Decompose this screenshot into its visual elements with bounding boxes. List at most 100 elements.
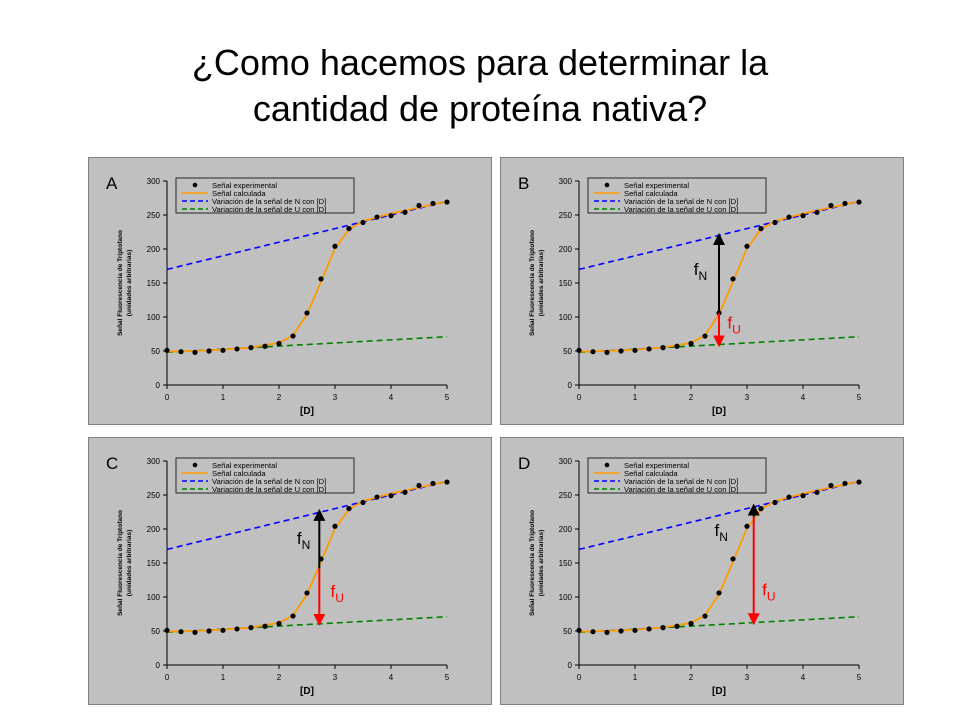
panel-letter: D bbox=[518, 454, 530, 473]
x-tick-label: 4 bbox=[389, 393, 394, 402]
x-tick-label: 4 bbox=[801, 393, 806, 402]
y-tick-label: 200 bbox=[147, 245, 161, 254]
label-subscript: U bbox=[767, 590, 776, 604]
panel-background bbox=[500, 437, 904, 705]
y-tick-label: 300 bbox=[559, 177, 573, 186]
data-point bbox=[604, 349, 610, 355]
data-point bbox=[618, 628, 624, 634]
data-point bbox=[332, 243, 338, 249]
data-point bbox=[192, 349, 198, 355]
data-point bbox=[828, 482, 834, 489]
y-tick-label: 0 bbox=[156, 381, 161, 390]
panel-background bbox=[88, 437, 492, 705]
x-tick-label: 5 bbox=[445, 673, 450, 682]
panel-letter: B bbox=[518, 174, 529, 193]
x-tick-label: 3 bbox=[333, 393, 338, 402]
y-tick-label: 100 bbox=[147, 593, 161, 602]
data-point bbox=[660, 345, 666, 351]
data-point bbox=[716, 590, 722, 596]
legend-entry: Variación de la señal de U con [D] bbox=[624, 485, 738, 494]
legend-entry: Señal calculada bbox=[212, 469, 266, 478]
series-line-u-baseline bbox=[578, 615, 860, 634]
y-tick-label: 50 bbox=[563, 347, 572, 356]
chart-svg: A 0 50 100 150 200 250 300 0 1 2 3 4 5 [D] Señal Fluore… bbox=[88, 157, 492, 425]
y-tick-label: 250 bbox=[559, 211, 573, 220]
data-point bbox=[444, 479, 450, 485]
data-point bbox=[360, 499, 366, 506]
y-tick-label: 250 bbox=[147, 491, 161, 500]
y-tick-label: 250 bbox=[559, 491, 573, 500]
x-tick-label: 5 bbox=[857, 673, 862, 682]
data-point bbox=[276, 620, 282, 627]
y-axis-label: Señal Fluorescencia de Triptofano bbox=[529, 510, 536, 616]
x-tick-label: 2 bbox=[277, 673, 282, 682]
x-tick-label: 0 bbox=[577, 673, 582, 682]
y-tick-label: 50 bbox=[151, 347, 160, 356]
data-point bbox=[304, 590, 310, 596]
y-axis-label: Señal Fluorescencia de Triptofano bbox=[529, 230, 536, 336]
data-point bbox=[814, 209, 820, 215]
y-tick-label: 100 bbox=[147, 313, 161, 322]
data-point bbox=[646, 346, 652, 352]
panel-letter: A bbox=[106, 174, 118, 193]
data-point bbox=[660, 625, 666, 631]
x-tick-label: 3 bbox=[745, 393, 750, 402]
data-point bbox=[730, 276, 736, 282]
y-tick-label: 150 bbox=[147, 559, 161, 568]
slide-title-line1: ¿Como hacemos para determinar la bbox=[191, 42, 769, 83]
chart-panel-c: C 0 50 100 150 200 250 300 0 1 2 3 4 5 [D] Señal Fluore… bbox=[88, 437, 492, 705]
y-tick-label: 300 bbox=[147, 177, 161, 186]
data-point bbox=[416, 202, 422, 209]
y-axis-label-units: (unidades arbitrarias) bbox=[538, 530, 545, 596]
x-tick-label: 2 bbox=[277, 393, 282, 402]
data-point bbox=[220, 627, 226, 633]
legend-entry: Variación de la señal de U con [D] bbox=[212, 485, 326, 494]
data-point bbox=[674, 343, 680, 349]
data-point bbox=[842, 200, 848, 207]
data-point bbox=[744, 523, 750, 529]
legend-entry: Señal calculada bbox=[212, 189, 266, 198]
label-subscript: N bbox=[302, 538, 311, 552]
legend-swatch-experimental bbox=[192, 462, 198, 468]
data-point bbox=[590, 349, 596, 355]
data-point bbox=[234, 626, 240, 632]
data-point bbox=[220, 347, 226, 353]
x-axis-label: [D] bbox=[712, 686, 726, 697]
label-subscript: U bbox=[732, 323, 741, 337]
legend-entry: Variación de la señal de N con [D] bbox=[212, 477, 326, 486]
x-tick-label: 0 bbox=[165, 393, 170, 402]
data-point bbox=[688, 620, 694, 627]
data-point bbox=[814, 489, 820, 495]
data-point bbox=[248, 345, 254, 351]
legend-swatch-experimental bbox=[192, 182, 198, 188]
label-subscript: U bbox=[335, 591, 344, 605]
data-point bbox=[346, 506, 352, 512]
data-point bbox=[304, 310, 310, 316]
data-point bbox=[430, 480, 436, 487]
data-point bbox=[234, 346, 240, 352]
data-point bbox=[402, 489, 408, 495]
x-tick-label: 4 bbox=[801, 673, 806, 682]
x-tick-label: 1 bbox=[221, 393, 226, 402]
y-tick-label: 150 bbox=[559, 559, 573, 568]
data-point bbox=[828, 202, 834, 209]
y-tick-label: 0 bbox=[568, 661, 573, 670]
panel-background bbox=[500, 157, 904, 425]
data-point bbox=[374, 494, 380, 500]
data-point bbox=[192, 629, 198, 635]
y-tick-label: 0 bbox=[568, 381, 573, 390]
data-point bbox=[758, 506, 764, 512]
data-point bbox=[800, 213, 806, 219]
data-point bbox=[444, 199, 450, 205]
y-axis-label-units: (unidades arbitrarias) bbox=[126, 530, 133, 596]
legend-entry: Variación de la señal de N con [D] bbox=[624, 197, 738, 206]
data-point bbox=[772, 219, 778, 226]
data-point bbox=[856, 199, 862, 205]
y-tick-label: 50 bbox=[151, 627, 160, 636]
legend-entry: Señal experimental bbox=[624, 181, 689, 190]
data-point bbox=[800, 493, 806, 499]
legend-swatch-experimental bbox=[604, 462, 610, 468]
